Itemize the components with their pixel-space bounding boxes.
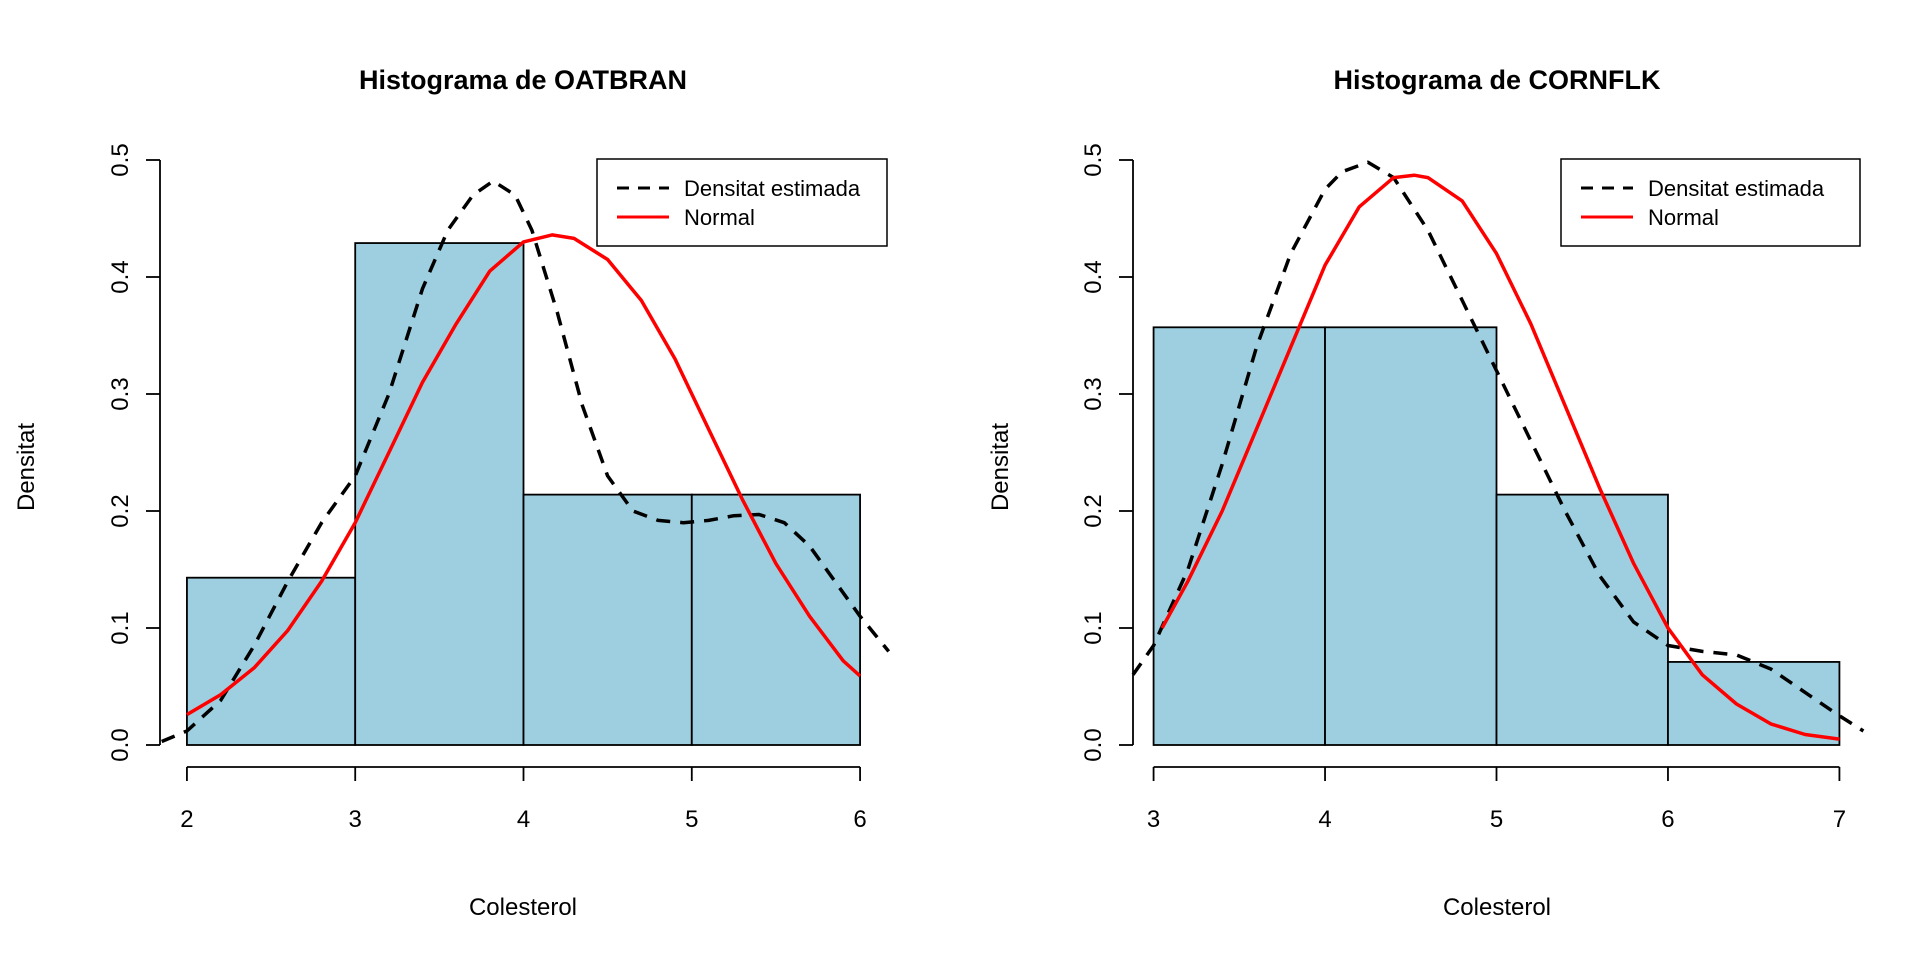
x-tick-label: 4 <box>1318 806 1331 833</box>
x-tick-label: 6 <box>1661 806 1674 833</box>
panel-oatbran: Histograma de OATBRAN Colesterol Densita… <box>13 65 891 921</box>
legend-box <box>1560 158 1861 247</box>
legend: Densitat estimada Normal <box>1560 158 1861 247</box>
histogram-bar <box>1152 326 1326 746</box>
y-axis-label: Densitat <box>987 423 1014 511</box>
y-tick-label: 0.1 <box>107 611 134 644</box>
y-tick-label: 0.1 <box>1080 611 1107 644</box>
x-tick-label: 7 <box>1833 806 1846 833</box>
curves-group <box>161 179 891 744</box>
x-tick-label: 5 <box>685 806 698 833</box>
x-tick-label: 2 <box>180 806 193 833</box>
x-axis-label: Colesterol <box>1443 894 1551 921</box>
histogram-bar <box>1324 326 1498 746</box>
legend-label-normal: Normal <box>684 205 755 230</box>
y-tick-label: 0.0 <box>1080 728 1107 761</box>
y-axis: 0.0 0.1 0.2 0.3 0.4 0.5 <box>107 143 161 762</box>
x-tick-label: 3 <box>349 806 362 833</box>
x-tick-label: 5 <box>1490 806 1503 833</box>
x-tick-label: 3 <box>1147 806 1160 833</box>
x-axis: 3 4 5 6 7 <box>1147 766 1846 833</box>
normal-curve <box>1160 173 1840 741</box>
histogram-bar <box>1495 493 1669 746</box>
density-curve <box>161 179 891 744</box>
bars-group <box>186 242 861 746</box>
y-tick-label: 0.2 <box>107 494 134 527</box>
x-tick-label: 4 <box>517 806 530 833</box>
x-axis: 2 3 4 5 6 <box>180 766 867 833</box>
chart-title: Histograma de CORNFLK <box>1333 65 1661 95</box>
curves-group <box>1131 160 1865 741</box>
chart-title: Histograma de OATBRAN <box>359 65 687 95</box>
histogram-bar <box>1667 661 1841 746</box>
legend-label-densitat-estimada: Densitat estimada <box>1648 176 1825 201</box>
y-tick-label: 0.4 <box>1080 260 1107 293</box>
histogram-bar <box>522 493 693 746</box>
x-axis-label: Colesterol <box>469 894 577 921</box>
legend-box <box>596 158 888 247</box>
y-axis: 0.0 0.1 0.2 0.3 0.4 0.5 <box>1080 143 1134 762</box>
y-tick-label: 0.4 <box>107 260 134 293</box>
legend-label-normal: Normal <box>1648 205 1719 230</box>
histogram-bar <box>354 242 525 746</box>
x-tick-label: 6 <box>853 806 866 833</box>
legend: Densitat estimada Normal <box>596 158 888 247</box>
y-tick-label: 0.5 <box>107 143 134 176</box>
normal-curve <box>186 233 862 717</box>
y-tick-label: 0.0 <box>107 728 134 761</box>
y-tick-label: 0.3 <box>1080 377 1107 410</box>
bars-group <box>1152 326 1841 746</box>
y-tick-label: 0.5 <box>1080 143 1107 176</box>
y-axis-label: Densitat <box>13 423 40 511</box>
legend-label-densitat-estimada: Densitat estimada <box>684 176 861 201</box>
y-tick-label: 0.3 <box>107 377 134 410</box>
density-curve <box>1131 160 1865 733</box>
y-tick-label: 0.2 <box>1080 494 1107 527</box>
histogram-bar <box>186 576 357 746</box>
panel-cornflk: Histograma de CORNFLK Colesterol Densita… <box>987 65 1865 921</box>
histogram-bar <box>690 493 861 746</box>
